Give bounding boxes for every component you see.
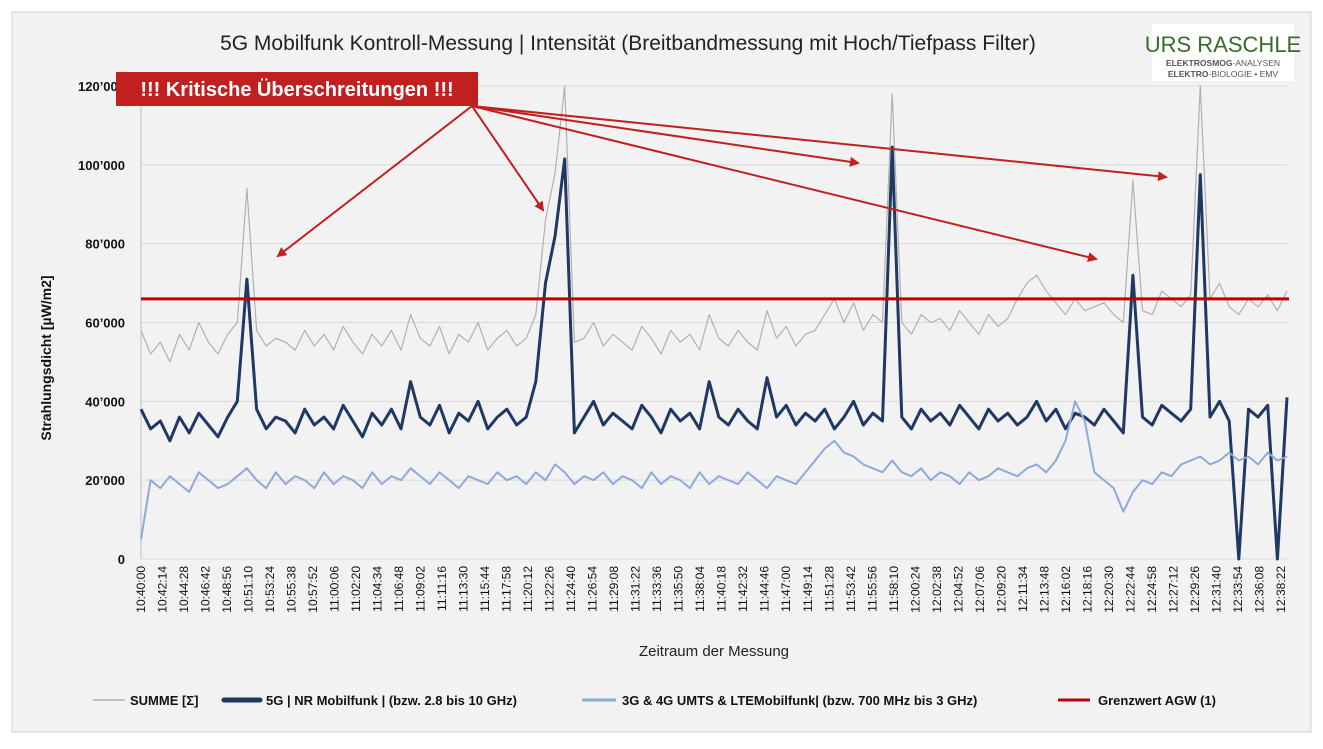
x-tick-label: 11:17:58 bbox=[500, 566, 514, 612]
y-tick-label: 100’000 bbox=[78, 158, 125, 173]
x-tick-label: 12:00:24 bbox=[908, 566, 922, 613]
x-tick-label: 12:29:26 bbox=[1188, 566, 1202, 613]
series-line-summe bbox=[140, 85, 1288, 363]
x-tick-label: 11:24:40 bbox=[564, 566, 578, 612]
x-tick-label: 12:16:02 bbox=[1059, 566, 1073, 613]
x-tick-label: 10:53:24 bbox=[263, 566, 277, 613]
x-tick-label: 12:24:58 bbox=[1145, 566, 1159, 613]
x-tick-label: 12:02:38 bbox=[930, 566, 944, 613]
critical-annotation: !!! Kritische Überschreitungen !!! bbox=[116, 72, 1168, 262]
legend-label-summe: SUMME [Σ] bbox=[130, 693, 198, 708]
x-tick-label: 11:33:36 bbox=[650, 566, 664, 612]
x-tick-label: 12:22:44 bbox=[1123, 566, 1137, 613]
annotation-arrow bbox=[276, 105, 473, 258]
y-tick-label: 0 bbox=[118, 552, 125, 567]
x-axis-label: Zeitraum der Messung bbox=[639, 643, 789, 660]
x-tick-label: 10:48:56 bbox=[220, 566, 234, 613]
x-tick-label: 12:18:16 bbox=[1080, 566, 1094, 613]
x-tick-label: 10:40:00 bbox=[134, 566, 148, 613]
x-tick-label: 12:33:54 bbox=[1231, 566, 1245, 613]
x-tick-label: 10:46:42 bbox=[199, 566, 213, 613]
x-tick-label: 12:11:34 bbox=[1016, 566, 1030, 612]
x-tick-label: 12:09:20 bbox=[994, 566, 1008, 613]
x-tick-label: 11:38:04 bbox=[693, 566, 707, 612]
chart-title: 5G Mobilfunk Kontroll-Messung | Intensit… bbox=[220, 32, 1036, 55]
logo-name: URS RASCHLE bbox=[1145, 32, 1301, 57]
x-tick-label: 12:07:06 bbox=[973, 566, 987, 613]
series-line-nr5g bbox=[139, 145, 1289, 561]
x-tick-label: 11:29:08 bbox=[607, 566, 621, 612]
x-tick-label: 11:40:18 bbox=[715, 566, 729, 612]
logo: URS RASCHLE ELEKTROSMOG-ANALYSEN ELEKTRO… bbox=[1145, 24, 1301, 81]
annotation-arrow bbox=[471, 105, 1098, 262]
x-tick-label: 11:02:20 bbox=[349, 566, 363, 612]
x-tick-label: 11:35:50 bbox=[672, 566, 686, 612]
x-tick-label: 12:20:30 bbox=[1102, 566, 1116, 613]
chart-area bbox=[11, 11, 1312, 733]
x-tick-label: 12:13:48 bbox=[1037, 566, 1051, 613]
series-line-lte bbox=[140, 400, 1288, 540]
annotation-label: !!! Kritische Überschreitungen !!! bbox=[140, 78, 453, 101]
x-tick-label: 10:55:38 bbox=[285, 566, 299, 613]
y-axis-ticks: 0 20’000 40’000 60’000 80’000 100’000 120’000 bbox=[78, 79, 125, 567]
y-tick-label: 120’000 bbox=[78, 79, 125, 94]
x-tick-label: 12:04:52 bbox=[951, 566, 965, 613]
y-tick-label: 80’000 bbox=[85, 237, 125, 252]
x-tick-label: 11:47:00 bbox=[779, 566, 793, 612]
x-tick-label: 11:31:22 bbox=[629, 566, 643, 612]
x-tick-label: 11:13:30 bbox=[457, 566, 471, 612]
legend-label-lte: 3G & 4G UMTS & LTEMobilfunk| (bzw. 700 M… bbox=[622, 693, 977, 708]
y-axis-label: Strahlungsdicht [µW/m2] bbox=[38, 275, 54, 440]
x-tick-label: 10:51:10 bbox=[242, 566, 256, 613]
x-tick-label: 10:44:28 bbox=[177, 566, 191, 613]
logo-line1: ELEKTROSMOG-ANALYSEN bbox=[1166, 58, 1280, 68]
x-tick-label: 11:11:16 bbox=[435, 566, 449, 611]
legend: SUMME [Σ] 5G | NR Mobilfunk | (bzw. 2.8 … bbox=[93, 693, 1216, 708]
x-tick-label: 11:58:10 bbox=[887, 566, 901, 612]
x-tick-label: 12:31:40 bbox=[1209, 566, 1223, 613]
legend-label-5g: 5G | NR Mobilfunk | (bzw. 2.8 bis 10 GHz… bbox=[266, 693, 517, 708]
y-tick-label: 60’000 bbox=[85, 316, 125, 331]
x-tick-label: 12:27:12 bbox=[1166, 566, 1180, 613]
logo-line2: ELEKTRO-BIOLOGIE • EMV bbox=[1168, 69, 1279, 79]
x-tick-label: 11:20:12 bbox=[521, 566, 535, 612]
x-tick-label: 11:09:02 bbox=[414, 566, 428, 612]
annotation-box bbox=[116, 72, 478, 106]
x-tick-label: 11:44:46 bbox=[758, 566, 772, 612]
x-tick-label: 11:04:34 bbox=[371, 566, 385, 612]
x-tick-label: 11:53:42 bbox=[844, 566, 858, 612]
annotation-arrow bbox=[471, 105, 545, 212]
x-axis-ticks: 10:40:00 10:42:14 10:44:28 10:46:42 10:48:56… bbox=[134, 566, 1288, 613]
y-tick-label: 20’000 bbox=[85, 473, 125, 488]
x-tick-label: 11:26:54 bbox=[586, 566, 600, 612]
x-tick-label: 10:57:52 bbox=[306, 566, 320, 613]
x-tick-label: 11:15:44 bbox=[478, 566, 492, 612]
annotation-arrow bbox=[471, 105, 1168, 182]
x-tick-label: 12:38:22 bbox=[1274, 566, 1288, 613]
series-group bbox=[139, 85, 1289, 561]
x-tick-label: 10:42:14 bbox=[156, 566, 170, 613]
x-tick-label: 11:22:26 bbox=[543, 566, 557, 612]
annotation-arrow bbox=[471, 105, 860, 167]
x-tick-label: 11:49:14 bbox=[801, 566, 815, 612]
x-tick-label: 11:51:28 bbox=[822, 566, 836, 612]
x-tick-label: 11:06:48 bbox=[392, 566, 406, 612]
x-tick-label: 11:00:06 bbox=[328, 566, 342, 612]
x-tick-label: 11:55:56 bbox=[865, 566, 879, 612]
legend-label-limit: Grenzwert AGW (1) bbox=[1098, 693, 1216, 708]
x-tick-label: 11:42:32 bbox=[736, 566, 750, 612]
y-tick-label: 40’000 bbox=[85, 394, 125, 409]
x-tick-label: 12:36:08 bbox=[1252, 566, 1266, 613]
